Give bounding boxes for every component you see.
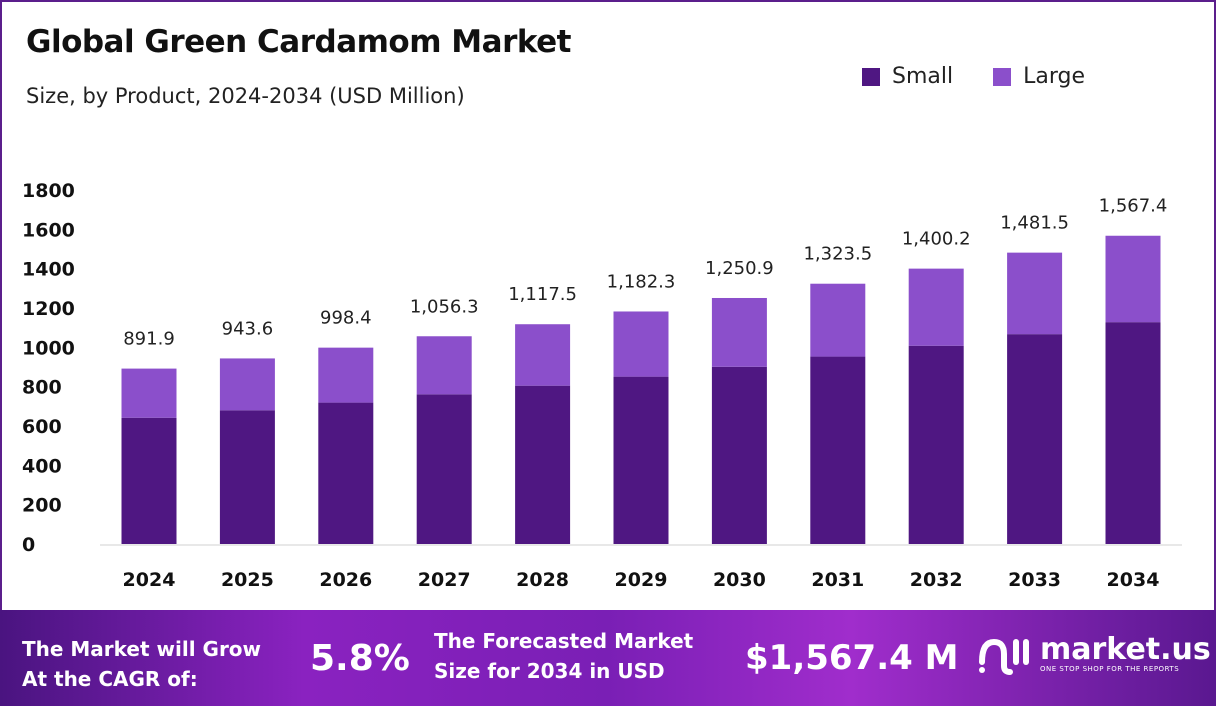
data-label-2025: 943.6 xyxy=(222,318,274,339)
forecast-label: The Forecasted Market Size for 2034 in U… xyxy=(434,626,693,686)
data-label-2024: 891.9 xyxy=(123,329,175,350)
y-tick-label: 400 xyxy=(22,455,62,477)
bar-large-2030 xyxy=(711,297,767,367)
x-tick-label: 2026 xyxy=(319,569,372,591)
bar-small-2028 xyxy=(515,385,571,544)
legend: Small Large xyxy=(862,64,1085,89)
y-tick-label: 0 xyxy=(22,534,35,556)
legend-item-large: Large xyxy=(993,64,1085,89)
bar-large-2028 xyxy=(515,324,571,386)
data-label-2031: 1,323.5 xyxy=(803,244,872,265)
x-tick-label: 2025 xyxy=(221,569,274,591)
bar-small-2032 xyxy=(908,345,964,544)
bar-small-2025 xyxy=(219,410,275,544)
x-tick-label: 2031 xyxy=(811,569,864,591)
bar-large-2025 xyxy=(219,358,275,411)
data-label-2027: 1,056.3 xyxy=(410,296,479,317)
forecast-label-line1: The Forecasted Market xyxy=(434,629,694,653)
chart-plot: 0 200 400 600 800 1000 1200 1400 1600 1800 891.9 20… xyxy=(22,180,1182,591)
y-tick-label: 1000 xyxy=(22,337,75,359)
bar-small-2029 xyxy=(613,376,669,544)
x-tick-label: 2033 xyxy=(1008,569,1061,591)
x-tick-label: 2024 xyxy=(123,569,176,591)
x-tick-label: 2034 xyxy=(1107,569,1160,591)
y-tick-label: 1400 xyxy=(22,259,75,281)
forecast-label-line2: Size for 2034 in USD xyxy=(434,659,665,683)
legend-swatch-large xyxy=(993,67,1012,86)
bar-small-2030 xyxy=(711,366,767,544)
footer-banner: The Market will Grow At the CAGR of: 5.8… xyxy=(0,610,1216,706)
data-label-2026: 998.4 xyxy=(320,308,372,329)
data-label-2033: 1,481.5 xyxy=(1000,213,1069,234)
y-tick-label: 1600 xyxy=(22,219,75,241)
data-label-2032: 1,400.2 xyxy=(902,229,971,250)
y-tick-label: 600 xyxy=(22,416,62,438)
x-tick-label: 2030 xyxy=(713,569,766,591)
bar-large-2024 xyxy=(121,368,177,418)
bar-large-2034 xyxy=(1105,235,1161,323)
legend-swatch-small xyxy=(862,67,880,86)
cagr-value: 5.8% xyxy=(310,638,410,679)
cagr-label-line1: The Market will Grow xyxy=(22,637,262,661)
y-tick-label: 1800 xyxy=(22,180,75,202)
legend-item-small: Small xyxy=(862,64,953,89)
cagr-label: The Market will Grow At the CAGR of: xyxy=(22,634,261,694)
cagr-label-line2: At the CAGR of: xyxy=(22,667,198,691)
y-tick-label: 200 xyxy=(22,495,62,517)
legend-label-small: Small xyxy=(892,64,954,89)
bar-large-2027 xyxy=(416,336,472,395)
x-tick-label: 2027 xyxy=(418,569,471,591)
bar-small-2026 xyxy=(318,402,374,544)
bar-small-2033 xyxy=(1007,334,1063,544)
bar-large-2029 xyxy=(613,311,669,377)
x-tick-label: 2029 xyxy=(615,569,668,591)
chart-subtitle: Size, by Product, 2024-2034 (USD Million… xyxy=(26,84,465,108)
bar-small-2034 xyxy=(1105,322,1161,544)
forecast-value: $1,567.4 M xyxy=(745,638,959,678)
bar-small-2027 xyxy=(416,394,472,544)
x-tick-label: 2032 xyxy=(910,569,963,591)
bar-small-2031 xyxy=(810,356,866,544)
data-label-2034: 1,567.4 xyxy=(1099,196,1168,217)
chart-title: Global Green Cardamom Market xyxy=(26,24,571,60)
logo-text: market.us xyxy=(1040,632,1211,667)
legend-label-large: Large xyxy=(1023,64,1086,89)
y-tick-label: 800 xyxy=(22,377,62,399)
data-label-2030: 1,250.9 xyxy=(705,258,774,279)
y-tick-label: 1200 xyxy=(22,298,75,320)
bar-large-2031 xyxy=(810,283,866,357)
logo-icon xyxy=(979,638,1029,675)
x-tick-label: 2028 xyxy=(516,569,569,591)
chart-frame xyxy=(0,0,1216,610)
market-us-logo: market.us ONE STOP SHOP FOR THE REPORTS xyxy=(976,632,1211,676)
bar-large-2033 xyxy=(1007,252,1063,335)
bar-large-2026 xyxy=(318,347,374,403)
bar-small-2024 xyxy=(121,417,177,544)
logo-tagline: ONE STOP SHOP FOR THE REPORTS xyxy=(1040,665,1180,673)
bar-large-2032 xyxy=(908,268,964,346)
data-label-2029: 1,182.3 xyxy=(607,271,676,292)
data-label-2028: 1,117.5 xyxy=(508,284,577,305)
